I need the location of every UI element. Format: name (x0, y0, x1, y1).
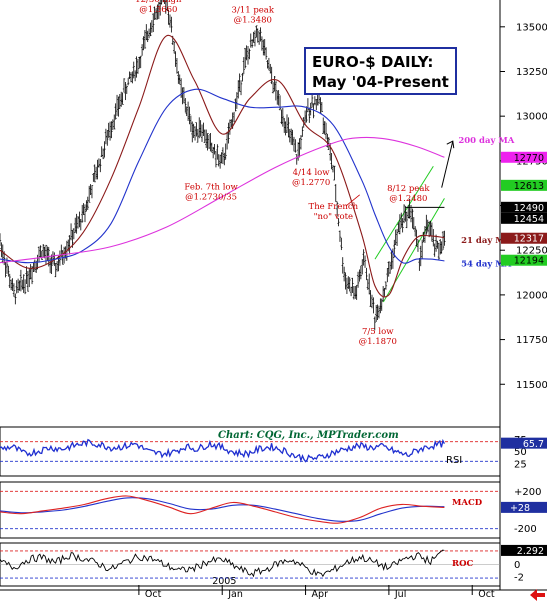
x-tick-label-3: Jul (394, 589, 406, 600)
projection-arrow-shaft (441, 141, 454, 188)
macd-name: MACD (452, 498, 483, 508)
chart-title-line-2: May '04-Present (312, 73, 449, 91)
price-tag-bg-2 (501, 201, 547, 213)
annotations: 12/30 high@1.3660 3/11 peak@1.3480 Feb. 7t… (135, 0, 430, 347)
macd-line (0, 495, 445, 524)
price-tick-label-1: 13250 (516, 67, 547, 78)
annotation-1-line-1: @1.3480 (234, 16, 272, 26)
roc-panel: 0-2 ROC 2.292 (0, 542, 547, 587)
annotation-0-line-0: 12/30 high (135, 0, 182, 5)
ma-line-0 (0, 35, 445, 298)
rsi-panel-frame (0, 426, 501, 477)
projection-arrow-head (446, 140, 455, 149)
scroll-left-arrow-icon (530, 589, 545, 601)
price-tick-label-0: 13500 (516, 22, 547, 33)
annotation-4-line-1: "no" vote (314, 212, 353, 222)
roc-value-tag-bg (501, 544, 547, 556)
roc-line (0, 549, 445, 578)
annotation-5-line-0: 8/12 peak (387, 184, 430, 194)
x-tick-label-1: Jan (227, 589, 243, 600)
macd-panel-tick-1: -200 (514, 524, 537, 535)
price-tag-3: 12454 (514, 214, 544, 225)
ma-line-2 (0, 136, 445, 264)
chart-credit: Chart: CQG, Inc., MPTrader.com (218, 430, 399, 441)
macd-value-tag: +28 (510, 503, 530, 514)
annotation-1-line-0: 3/11 peak (232, 6, 275, 16)
annotation-2-line-1: @1.2730/35 (185, 192, 237, 202)
annotation-0-line-1: @1.3660 (139, 5, 177, 15)
price-tick-label-8: 11500 (516, 380, 547, 391)
price-tag-bg-3 (501, 212, 547, 224)
macd-signal-line (0, 497, 445, 522)
price-tag-bg-1 (501, 179, 547, 191)
x-axis: Oct Jan Apr Jul Oct 2005 (138, 576, 495, 600)
price-tag-bg-5 (501, 254, 547, 266)
annotation-6-line-0: 7/5 low (362, 327, 394, 337)
x-tick-label-2: Apr (312, 589, 329, 600)
price-tick-label-2: 13000 (516, 112, 547, 123)
rsi-value-tag: 65.7 (523, 439, 544, 450)
ma-label-1: 21 day MA (461, 236, 512, 246)
rsi-panel-tick-2: 25 (514, 459, 527, 470)
rsi-panel-tick-1: 50 (514, 447, 527, 458)
macd-panel-tick-0: +200 (514, 487, 541, 498)
ma-labels: 200 day MA 21 day MA 54 day MA (458, 136, 514, 269)
ma-line-1 (0, 88, 445, 264)
title-box: EURO-$ DAILY: May '04-Present (304, 47, 457, 95)
price-tag-bg-4 (501, 232, 547, 244)
chart-title-line-1: EURO-$ DAILY: (312, 53, 433, 71)
ma-label-2: 54 day MA (461, 259, 512, 269)
macd-panel-frame (0, 481, 501, 539)
price-tag-bg-0 (501, 151, 547, 163)
macd-panel: +200 -200 MACD +28 (0, 481, 547, 539)
rsi-name: RSI (446, 455, 462, 466)
annotation-2-line-0: Feb. 7th low (184, 182, 238, 192)
annotation-pointer (345, 194, 360, 207)
price-tick-label-6: 12000 (516, 290, 547, 301)
price-tick-label-7: 11750 (516, 335, 547, 346)
roc-panel-tick-0: 0 (514, 560, 520, 571)
roc-name: ROC (452, 559, 473, 569)
annotation-5-line-1: @1.2480 (389, 194, 427, 204)
annotation-3-line-1: @1.2770 (292, 178, 330, 188)
roc-value-tag: 2.292 (517, 546, 544, 557)
ma-label-0: 200 day MA (458, 136, 514, 146)
trend-channel (374, 140, 455, 303)
ma-lines (0, 35, 445, 298)
price-tag-5: 12194 (514, 256, 544, 267)
price-tag-1: 12613 (514, 181, 544, 192)
price-tag-0: 12770 (514, 153, 544, 164)
x-tick-label-4: Oct (478, 589, 495, 600)
year-label: 2005 (212, 576, 236, 587)
rsi-panel: 755025RSI65.7 (0, 426, 547, 477)
macd-value-tag-bg (501, 501, 547, 513)
annotation-3-line-0: 4/14 low (293, 168, 331, 178)
rsi-value-tag-bg (501, 437, 547, 449)
price-tag-4: 12317 (514, 234, 544, 245)
price-tag-2: 12490 (514, 203, 544, 214)
annotation-6-line-1: @1.1870 (359, 337, 397, 347)
roc-panel-tick-1: -2 (514, 572, 524, 583)
x-tick-label-0: Oct (145, 589, 162, 600)
annotation-4-line-0: The French (309, 202, 359, 212)
price-tick-label-5: 12250 (516, 246, 547, 257)
rsi-line (0, 438, 445, 463)
title-box-frame (304, 47, 457, 95)
